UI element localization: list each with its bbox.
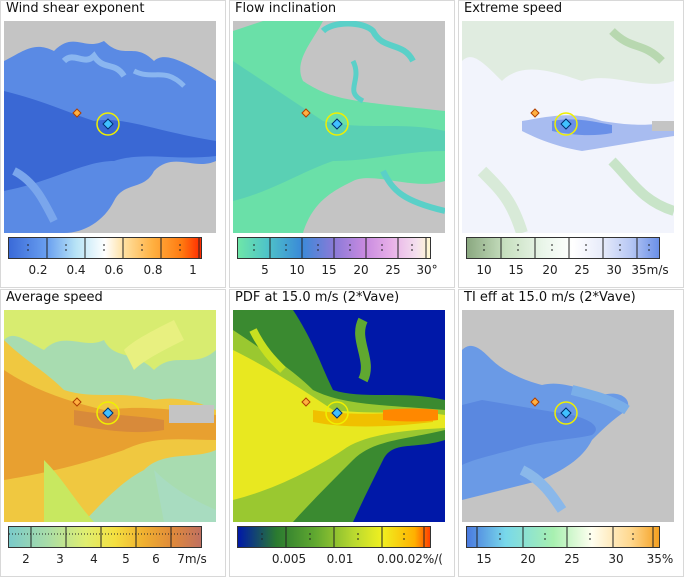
scale-label: 0.8 <box>143 263 163 277</box>
scale-label: 3 <box>56 552 64 566</box>
turbine-ring <box>554 112 578 136</box>
site-marker[interactable] <box>72 397 82 407</box>
turbine-ring <box>554 401 578 425</box>
turbine-marker[interactable] <box>331 118 343 130</box>
color-scale <box>8 526 202 548</box>
scale-label: 10 <box>476 263 492 277</box>
scale-label: 20 <box>353 263 369 277</box>
scale-label: 0.005 <box>271 552 307 566</box>
panel-extreme-speed[interactable]: Extreme speed <box>458 0 684 288</box>
scale-label: 30 <box>606 263 622 277</box>
scale-labels: 15 20 25 30 35% <box>466 552 678 570</box>
turbine-ring <box>96 112 120 136</box>
panel-pdf[interactable]: PDF at 15.0 m/s (2*Vave) <box>229 289 455 577</box>
turbine-ring <box>96 401 120 425</box>
scale-label: 0.4 <box>66 263 86 277</box>
scale-label: 5 <box>261 263 269 277</box>
scale-label: 5 <box>122 552 130 566</box>
scale-label: 25 <box>385 263 401 277</box>
map-average-speed[interactable] <box>4 310 216 522</box>
site-marker[interactable] <box>72 108 82 118</box>
scale-label: 2 <box>22 552 30 566</box>
map-extreme-speed[interactable] <box>462 21 674 233</box>
scale-label: 7m/s <box>177 552 207 566</box>
turbine-ring <box>325 401 349 425</box>
color-scale <box>8 237 202 259</box>
scale-label: 0.6 <box>104 263 124 277</box>
turbine-ring <box>325 112 349 136</box>
scale-label: 0.01 <box>326 552 354 566</box>
scale-label: 30 <box>608 552 624 566</box>
turbine-marker[interactable] <box>560 118 572 130</box>
scale-label: 15 <box>321 263 337 277</box>
scale-label: 1 <box>189 263 197 277</box>
scale-label: 20 <box>520 552 536 566</box>
scale-label: 25 <box>564 552 580 566</box>
turbine-marker[interactable] <box>102 407 114 419</box>
scale-labels: 0.2 0.4 0.6 0.8 1 <box>8 263 220 281</box>
color-scale <box>237 526 431 548</box>
scale-labels: 10 15 20 25 30 35m/s <box>466 263 678 281</box>
map-wind-shear[interactable] <box>4 21 216 233</box>
scale-labels: 5 10 15 20 25 30° <box>237 263 449 281</box>
scale-label: 35% <box>646 552 674 566</box>
panel-title: Average speed <box>6 290 103 305</box>
scale-labels: 2 3 4 5 6 7m/s <box>8 552 220 570</box>
scale-label: 4 <box>90 552 98 566</box>
panel-title: Wind shear exponent <box>6 1 145 16</box>
scale-label: 0.2 <box>28 263 48 277</box>
turbine-marker[interactable] <box>331 407 343 419</box>
site-marker[interactable] <box>301 397 311 407</box>
scale-label: 25 <box>574 263 590 277</box>
panel-ti-eff[interactable]: TI eff at 15.0 m/s (2*Vave) <box>458 289 684 577</box>
scale-label: 30° <box>416 263 438 277</box>
scale-label: 0.00.02%/( <box>377 552 443 566</box>
site-marker[interactable] <box>530 108 540 118</box>
scale-label: 15 <box>508 263 524 277</box>
color-scale <box>466 526 660 548</box>
color-scale <box>237 237 431 259</box>
scale-label: 35m/s <box>631 263 669 277</box>
color-scale <box>466 237 660 259</box>
panel-title: Extreme speed <box>464 1 563 16</box>
site-marker[interactable] <box>301 108 311 118</box>
scale-label: 10 <box>289 263 305 277</box>
scale-labels: 0.005 0.01 0.00.02%/( <box>237 552 449 570</box>
turbine-marker[interactable] <box>560 407 572 419</box>
map-ti-eff[interactable] <box>462 310 674 522</box>
site-marker[interactable] <box>530 397 540 407</box>
map-pdf[interactable] <box>233 310 445 522</box>
panel-wind-shear[interactable]: Wind shear exponent <box>0 0 226 288</box>
panel-title: Flow inclination <box>235 1 337 16</box>
turbine-marker[interactable] <box>102 118 114 130</box>
map-flow-inclination[interactable] <box>233 21 445 233</box>
scale-label: 6 <box>152 552 160 566</box>
panel-flow-inclination[interactable]: Flow inclination <box>229 0 455 288</box>
scale-label: 15 <box>476 552 492 566</box>
panel-title: TI eff at 15.0 m/s (2*Vave) <box>464 290 636 305</box>
scale-label: 20 <box>542 263 558 277</box>
panel-average-speed[interactable]: Average speed <box>0 289 226 577</box>
panel-title: PDF at 15.0 m/s (2*Vave) <box>235 290 400 305</box>
